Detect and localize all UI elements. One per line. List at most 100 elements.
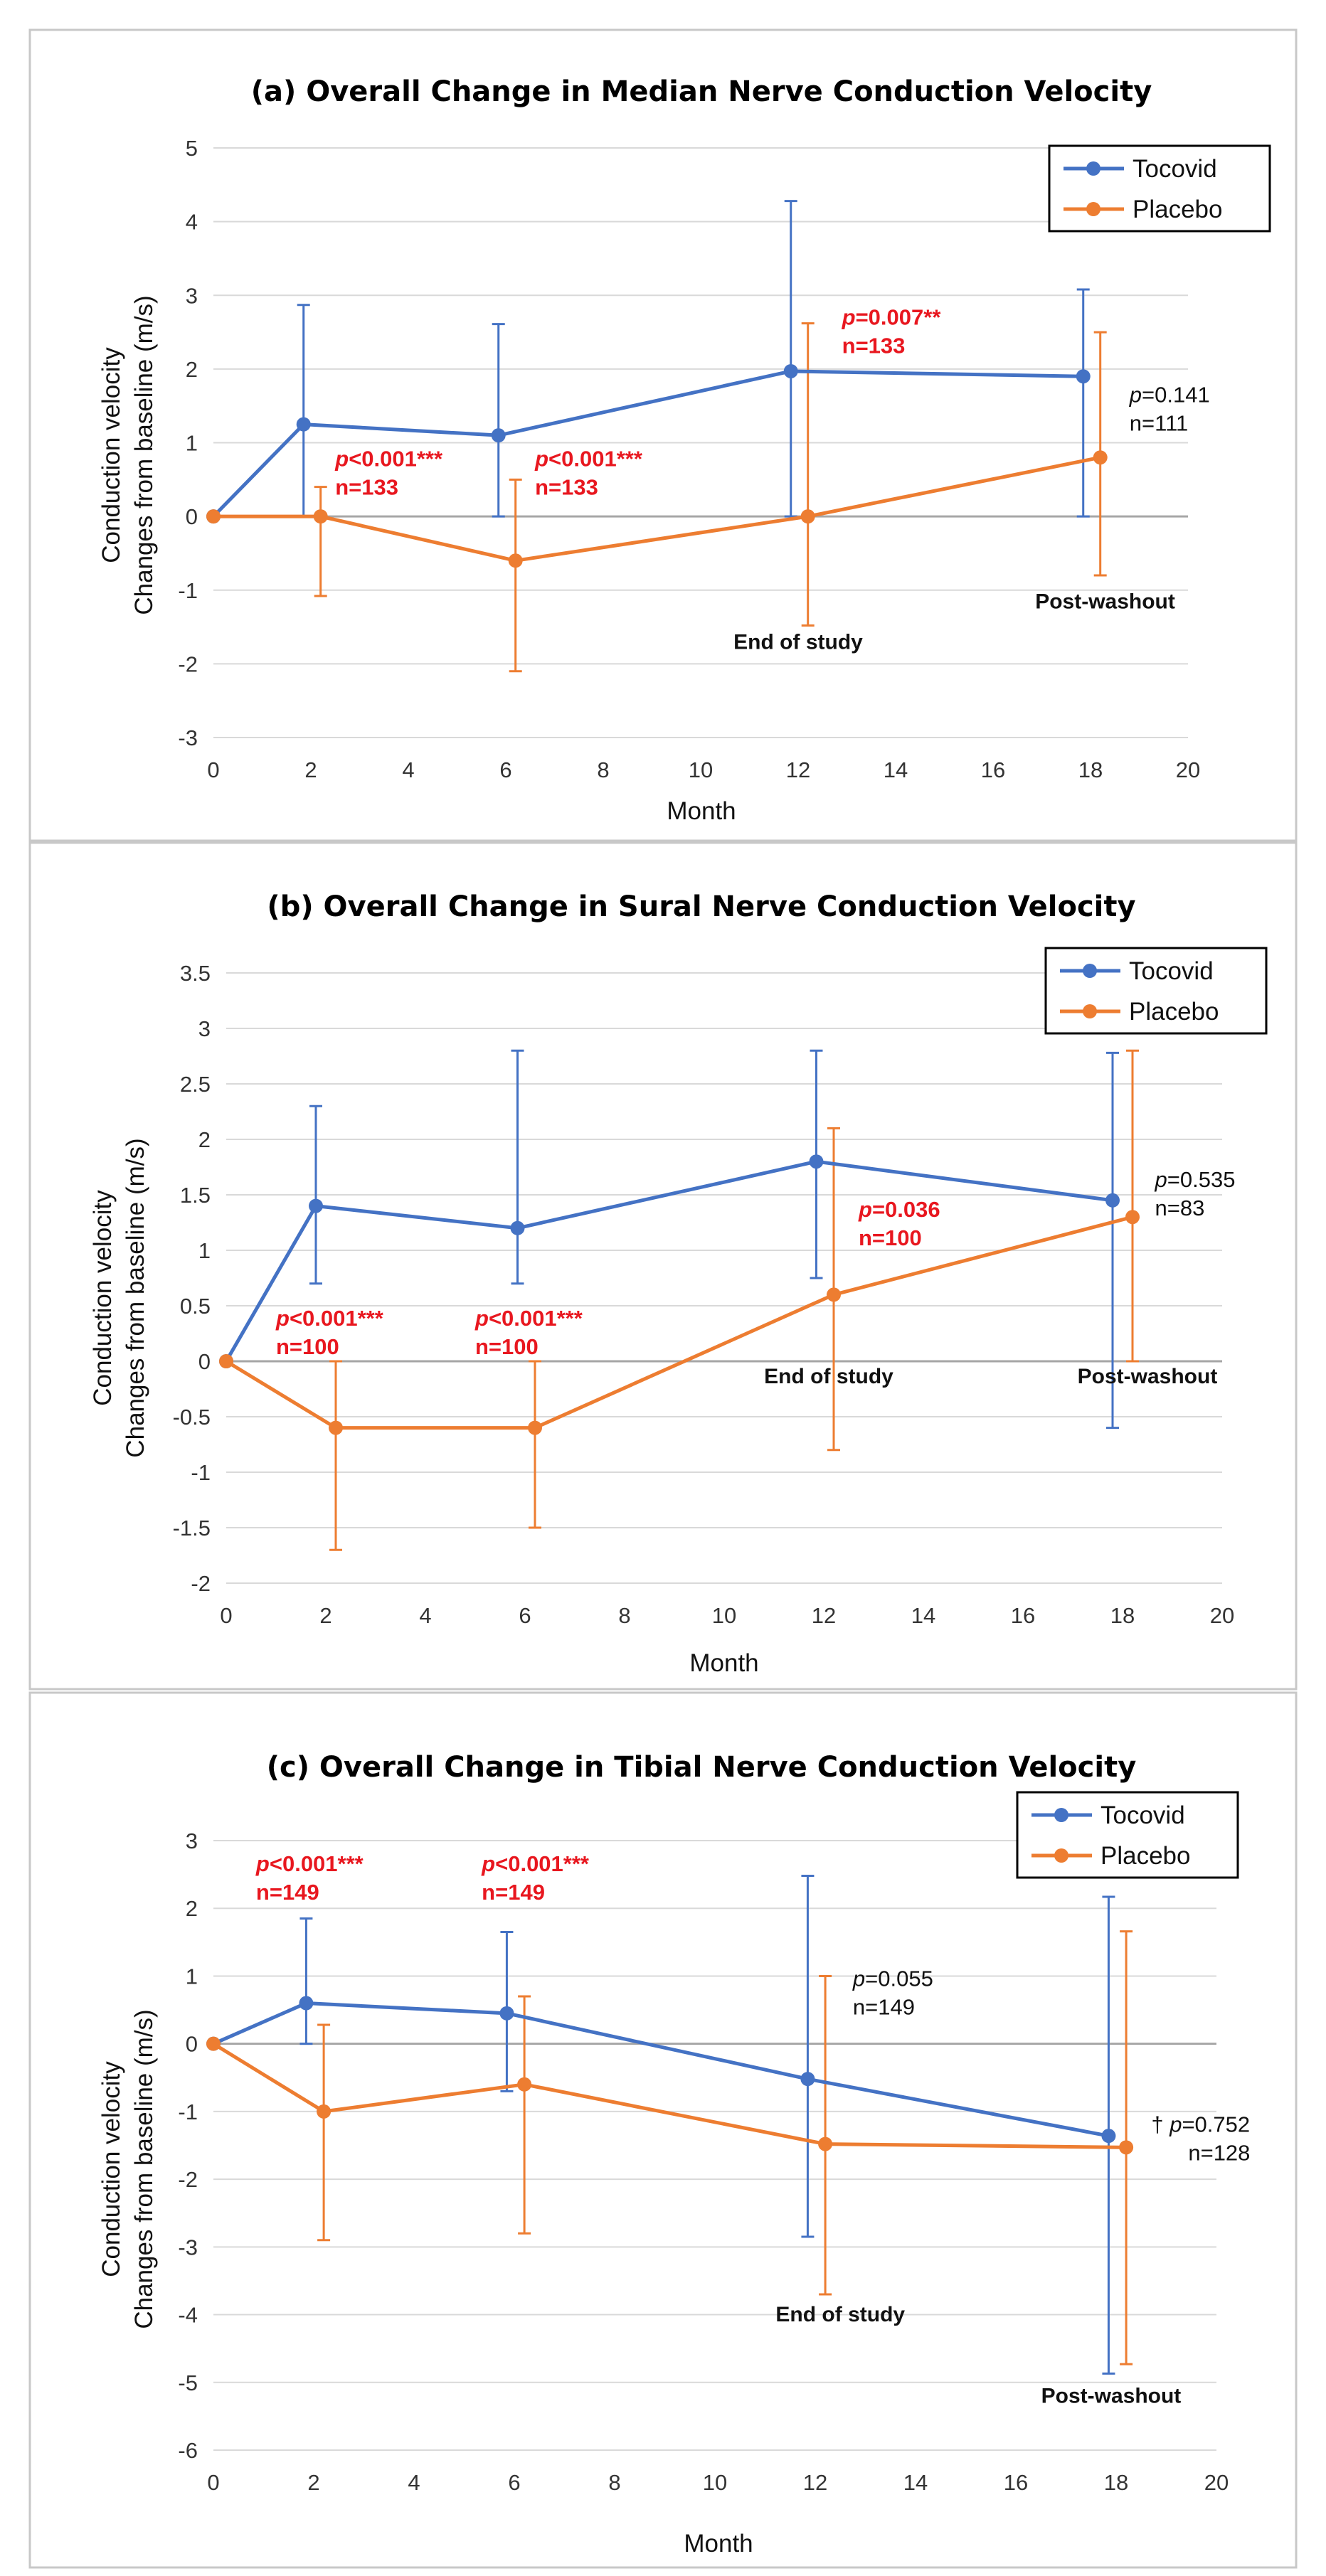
- panel-c-ytick-label: -3: [178, 2235, 198, 2260]
- panel-a-placebo-point: [206, 509, 221, 524]
- panel-a-ytick-label: 1: [186, 431, 198, 456]
- p-symbol: p: [481, 1851, 495, 1876]
- p-value: <0.001***: [349, 447, 443, 472]
- panel-c-tocovid-point: [299, 1996, 314, 2011]
- p-value: <0.001***: [290, 1306, 384, 1331]
- p-value: =0.141: [1142, 383, 1210, 408]
- panel-b-xtick-label: 18: [1110, 1603, 1135, 1628]
- panel-b-legend-tocovid-marker: [1083, 964, 1097, 978]
- panel-b-tocovid-point: [1105, 1193, 1120, 1208]
- panel-c-phase-note: Post-washout: [1041, 2384, 1182, 2407]
- panel-b-xlabel: Month: [689, 1649, 758, 1677]
- panel-b-ytick-label: 2.5: [180, 1072, 211, 1097]
- panel-c-legend-placebo-marker: [1054, 1848, 1068, 1863]
- panel-a-placebo-point: [800, 509, 815, 524]
- panel-a-legend-tocovid-marker: [1086, 161, 1100, 176]
- panel-b-ytick-label: 0: [198, 1349, 211, 1374]
- panel-c-legend-tocovid-label: Tocovid: [1100, 1801, 1185, 1829]
- panel-b-placebo-point: [528, 1420, 542, 1435]
- panel-c-ytick-label: -4: [178, 2303, 198, 2328]
- panel-c-title: (c) Overall Change in Tibial Nerve Condu…: [267, 1751, 1137, 1784]
- panel-c-placebo-point: [206, 2036, 221, 2051]
- panel-c-ytick-label: -5: [178, 2370, 198, 2395]
- panel-b-ytick-label: -0.5: [173, 1405, 211, 1430]
- panel-c-legend: Tocovid Placebo: [1016, 1791, 1239, 1879]
- p-symbol: p: [275, 1306, 290, 1331]
- panel-b-ytick-label: 3: [198, 1016, 211, 1041]
- panel-b-plot: -2 -1.5 -1 -0.5 0 0.5 1 1.5 2 2.5 3 3.5 0 2 4 6 8 10 12 14 1…: [173, 961, 1236, 1628]
- p-symbol: p: [1129, 383, 1142, 408]
- panel-a-xtick-label: 8: [597, 757, 609, 782]
- panel-c-tocovid-point: [800, 2072, 815, 2087]
- panel-b-placebo-point: [329, 1420, 343, 1435]
- panel-b-ytick-label: 3.5: [180, 961, 211, 986]
- panel-b-n-label: n=83: [1155, 1196, 1205, 1220]
- panel-b-xtick-label: 14: [911, 1603, 935, 1628]
- panel-a-pvalue-label: p<0.001***: [534, 447, 643, 472]
- panel-b-n-label: n=100: [475, 1334, 539, 1359]
- panel-b-legend: Tocovid Placebo: [1044, 947, 1268, 1035]
- panel-b-phase-note: End of study: [764, 1365, 893, 1388]
- panel-b-n-label: n=100: [859, 1225, 922, 1250]
- p-value: =0.036: [872, 1197, 940, 1222]
- panel-a-ytick-label: 2: [186, 357, 198, 382]
- panel-b-legend-placebo-label: Placebo: [1129, 998, 1219, 1026]
- panel-a-n-label: n=133: [335, 475, 398, 500]
- panel-a-xtick-label: 20: [1176, 757, 1200, 782]
- panel-a-xtick-label: 0: [207, 757, 219, 782]
- panel-b-ytick-label: -1: [191, 1460, 211, 1485]
- panel-c-n-label: n=128: [1188, 2140, 1250, 2165]
- p-value: =0.535: [1167, 1167, 1236, 1192]
- panel-c-placebo-point: [1119, 2140, 1134, 2155]
- panel-c-tocovid-point: [499, 2006, 514, 2021]
- panel-b-ytick-label: 2: [198, 1127, 211, 1152]
- panel-c-phase-note: End of study: [775, 2303, 905, 2326]
- panel-c-pvalue-label: p<0.001***: [481, 1851, 590, 1876]
- panel-c-xtick-label: 16: [1004, 2470, 1028, 2495]
- panel-a-ytick-label: 3: [186, 283, 198, 308]
- panel-c-placebo-point: [818, 2136, 833, 2151]
- p-value: <0.001***: [270, 1851, 364, 1876]
- panel-b-n-label: n=100: [276, 1334, 339, 1359]
- p-symbol: p: [1169, 2112, 1182, 2136]
- panel-a-ytick-label: 4: [186, 210, 198, 235]
- panel-c: (c) Overall Change in Tibial Nerve Condu…: [28, 1691, 1298, 2569]
- panel-c-n-label: n=149: [853, 1995, 915, 2020]
- panel-c-pvalue-label: p<0.001***: [255, 1851, 364, 1876]
- panel-c-tocovid-point: [1101, 2129, 1116, 2144]
- panel-a-tocovid-point: [783, 363, 798, 378]
- panel-a-legend-placebo-label: Placebo: [1133, 196, 1222, 223]
- panel-b-placebo-point: [219, 1354, 233, 1368]
- panel-b-pvalue-label: p=0.535: [1155, 1167, 1236, 1192]
- panel-c-ytick-label: -2: [178, 2167, 198, 2192]
- panel-b-pvalue-label: p=0.036: [858, 1197, 940, 1222]
- panel-c-xtick-label: 8: [608, 2470, 620, 2495]
- panel-c-ytick-label: 1: [186, 1964, 198, 1989]
- panel-b-tocovid-point: [309, 1198, 323, 1213]
- panel-b-ytick-label: 1: [198, 1238, 211, 1263]
- panel-b-tocovid-point: [809, 1154, 824, 1169]
- panel-c-pvalue-label: † p=0.752: [1151, 2112, 1250, 2136]
- panel-c-ytick-label: 2: [186, 1896, 198, 1921]
- panel-a-n-label: n=111: [1130, 411, 1188, 436]
- panel-c-pvalue-label: p=0.055: [852, 1966, 933, 1991]
- panel-a-xlabel: Month: [667, 797, 736, 825]
- panel-b-ylabel-line2: Changes from baseline (m/s): [122, 1138, 149, 1457]
- panel-b-ytick-label: 1.5: [180, 1183, 211, 1208]
- p-symbol: p: [534, 447, 548, 472]
- panel-a-pvalue-label: p=0.141: [1129, 383, 1210, 408]
- panel-a-ytick-label: 5: [186, 136, 198, 161]
- panel-a-xtick-label: 10: [689, 757, 713, 782]
- panel-b-xtick-label: 4: [419, 1603, 431, 1628]
- panel-c-n-label: n=149: [482, 1880, 545, 1905]
- panel-a-tocovid-point: [296, 417, 311, 432]
- panel-c-legend-tocovid-marker: [1054, 1808, 1068, 1822]
- p-symbol: p: [474, 1306, 489, 1331]
- panel-b-title: (b) Overall Change in Sural Nerve Conduc…: [267, 890, 1135, 923]
- panel-b-xtick-label: 0: [220, 1603, 232, 1628]
- panel-a-n-label: n=133: [535, 475, 598, 500]
- p-symbol: p: [334, 447, 349, 472]
